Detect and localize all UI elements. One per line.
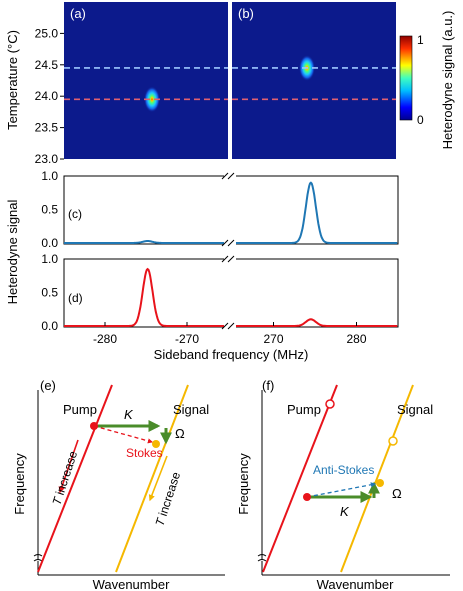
spectrum-c: (c) xyxy=(63,175,399,245)
spectrum-d-frame xyxy=(63,258,399,328)
panel-label-c: (c) xyxy=(68,207,82,221)
spectra-y-tick: 0.0 xyxy=(41,236,58,250)
spectra-x-tick: -280 xyxy=(93,332,117,346)
f-pump-point xyxy=(303,493,311,501)
f-pump-line xyxy=(262,384,338,573)
colorbar-min: 0 xyxy=(417,113,424,127)
heatmap-y-tick: 24.0 xyxy=(35,89,59,103)
e-t-arrow-signal xyxy=(148,455,168,502)
f-pump-open-point xyxy=(325,399,335,409)
spectra-y-tick: 0.0 xyxy=(41,319,58,333)
spectra-y-tick: 1.0 xyxy=(41,252,58,266)
axis-break-mark xyxy=(221,322,235,330)
spectrum-d: (d) xyxy=(63,258,399,328)
spectra-x-label: Sideband frequency (MHz) xyxy=(154,347,309,362)
e-signal-point xyxy=(152,440,160,448)
e-stokes-label: Stokes xyxy=(126,446,163,460)
e-omega-label: Ω xyxy=(175,426,185,441)
spectra-y-tick: 0.5 xyxy=(41,286,58,300)
e-t-arrow-pump xyxy=(58,439,79,494)
heatmap-y-tick: 23.5 xyxy=(35,121,59,135)
f-pump-label: Pump xyxy=(287,402,321,417)
colorbar-label: Heterodyne signal (a.u.) xyxy=(440,11,455,150)
f-signal-label: Signal xyxy=(397,402,433,417)
panel-label-d: (d) xyxy=(68,291,83,305)
axis-break-gap xyxy=(224,239,236,247)
axis-break-mark xyxy=(221,172,235,180)
f-signal-point xyxy=(376,479,384,487)
heatmap-a: (a) xyxy=(64,2,228,159)
diagram-e: (e) Frequency Wavenumber Pump Signal K Ω… xyxy=(12,378,225,591)
panel-label-f: (f) xyxy=(262,378,274,393)
f-signal-line xyxy=(340,384,414,573)
heatmap-y-tick: 24.5 xyxy=(35,58,59,72)
f-k-label: K xyxy=(340,504,350,519)
colorbar-max: 1 xyxy=(417,33,424,47)
axis-break-gap xyxy=(224,322,236,330)
panel-label-e: (e) xyxy=(40,378,56,393)
heatmap-a-bg xyxy=(64,2,228,159)
axis-break-mark xyxy=(221,255,235,263)
f-omega-label: Ω xyxy=(392,486,402,501)
spectra-y-tick: 1.0 xyxy=(41,169,58,183)
e-axis-break xyxy=(33,554,43,575)
e-x-label: Wavenumber xyxy=(93,577,170,591)
e-signal-line xyxy=(115,384,189,573)
e-pump-label: Pump xyxy=(63,402,97,417)
heatmap-y-label: Temperature (°C) xyxy=(5,30,20,130)
spectrum-c-frame xyxy=(63,175,399,245)
f-x-label: Wavenumber xyxy=(317,577,394,591)
axis-break-gap xyxy=(224,255,236,263)
spectra-axes: 1.0 0.5 0.0 1.0 0.5 0.0 -280 -270 270 280 xyxy=(41,169,367,346)
colorbar-scale xyxy=(399,35,413,121)
e-pump-point xyxy=(90,422,98,430)
e-stokes-arrow xyxy=(93,425,154,444)
heatmap-y-tick: 25.0 xyxy=(35,26,59,40)
e-y-label: Frequency xyxy=(12,453,27,515)
diagram-f: (f) Frequency Wavenumber Pump Signal K Ω… xyxy=(236,378,450,591)
heatmap-a-peak xyxy=(144,86,160,113)
spectrum-c-series xyxy=(64,181,398,244)
f-y-label: Frequency xyxy=(236,453,251,515)
heatmap-y-tick: 23.0 xyxy=(35,152,59,166)
spectra-x-tick: 270 xyxy=(263,332,283,346)
f-axis-break xyxy=(257,554,267,575)
e-k-label: K xyxy=(124,407,134,422)
panel-label-a: (a) xyxy=(70,6,86,21)
f-anti-stokes-label: Anti-Stokes xyxy=(313,463,374,477)
f-anti-stokes-arrow xyxy=(306,482,377,498)
heatmap-b-bg xyxy=(232,2,396,159)
axis-break-gap xyxy=(224,172,236,180)
e-signal-label: Signal xyxy=(173,402,209,417)
heatmap-y-axis: 25.0 24.5 24.0 23.5 23.0 xyxy=(35,26,64,166)
spectrum-d-series xyxy=(64,267,398,327)
spectra-x-tick: 280 xyxy=(346,332,366,346)
spectra-x-tick: -270 xyxy=(175,332,199,346)
e-t-increase-signal: T increase xyxy=(153,470,184,528)
panel-label-b: (b) xyxy=(238,6,254,21)
spectra-y-label: Heterodyne signal xyxy=(5,199,20,304)
f-signal-open-point xyxy=(388,436,398,446)
colorbar: 1 0 Heterodyne signal (a.u.) xyxy=(399,11,455,150)
e-pump-line xyxy=(37,384,113,573)
spectra-y-tick: 0.5 xyxy=(41,203,58,217)
axis-break-mark xyxy=(221,239,235,247)
heatmap-b: (b) xyxy=(232,2,396,159)
